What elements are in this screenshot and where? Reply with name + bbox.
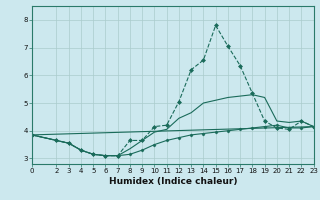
X-axis label: Humidex (Indice chaleur): Humidex (Indice chaleur) xyxy=(108,177,237,186)
